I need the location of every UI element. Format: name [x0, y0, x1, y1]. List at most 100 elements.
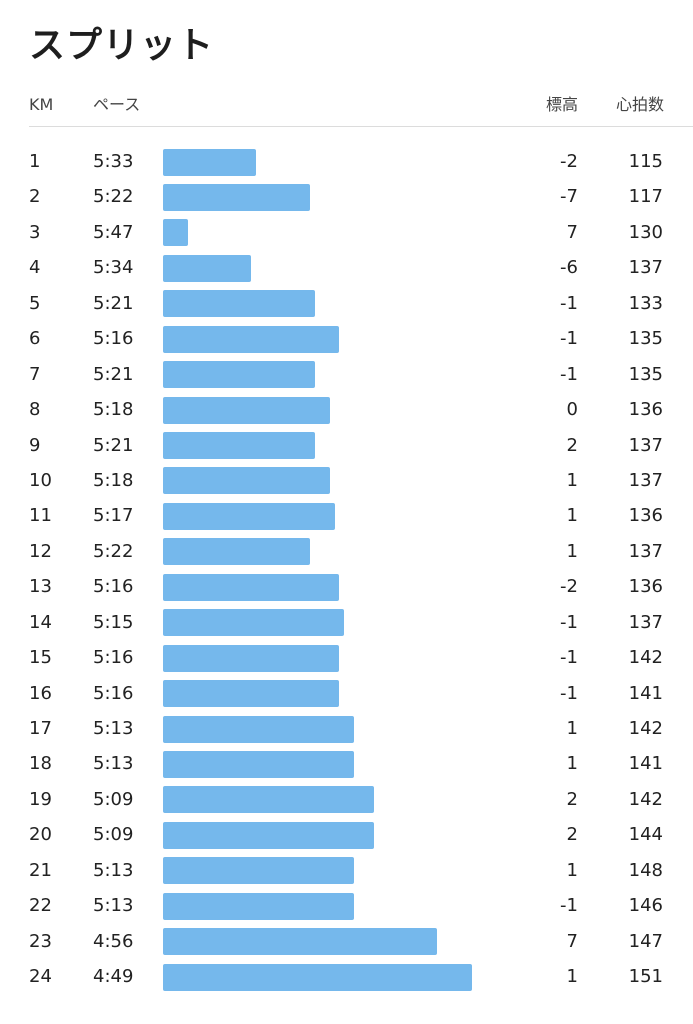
split-pace: 5:16 [93, 682, 134, 704]
split-km: 11 [29, 505, 52, 527]
table-row: 13 5:16 -2 136 [0, 569, 693, 604]
split-elevation: -1 [560, 647, 578, 669]
table-row: 12 5:22 1 137 [0, 534, 693, 569]
table-row: 21 5:13 1 148 [0, 853, 693, 888]
split-pace: 5:22 [93, 540, 134, 562]
pace-bar [163, 502, 335, 530]
split-heart-rate: 133 [628, 292, 663, 314]
table-row: 14 5:15 -1 137 [0, 605, 693, 640]
table-row: 2 5:22 -7 117 [0, 179, 693, 214]
pace-bar [163, 715, 355, 743]
split-pace: 5:21 [93, 363, 134, 385]
split-elevation: 1 [566, 505, 578, 527]
column-header-pace: ペース [93, 95, 141, 114]
split-heart-rate: 144 [628, 824, 663, 846]
table-row: 11 5:17 1 136 [0, 498, 693, 533]
split-elevation: 0 [566, 399, 578, 421]
split-heart-rate: 141 [628, 753, 663, 775]
pace-bar [163, 432, 315, 459]
split-elevation: 1 [566, 859, 578, 881]
split-pace: 4:56 [93, 930, 134, 952]
table-row: 7 5:21 -1 135 [0, 357, 693, 392]
column-header-elevation: 標高 [545, 95, 578, 114]
table-row: 15 5:16 -1 142 [0, 640, 693, 675]
splits-table-body: 1 5:33 -2 115 2 5:22 -7 117 3 5:47 7 130 4 5:34 -6 137 5… [0, 144, 693, 995]
split-heart-rate: 115 [628, 151, 663, 172]
split-elevation: 7 [566, 930, 578, 952]
pace-bar [163, 609, 345, 637]
split-km: 2 [29, 186, 41, 208]
table-row: 18 5:13 1 141 [0, 746, 693, 781]
split-heart-rate: 146 [628, 895, 663, 917]
pace-bar [163, 538, 310, 566]
pace-bar [163, 928, 438, 956]
split-heart-rate: 147 [628, 930, 663, 952]
split-pace: 5:09 [93, 824, 134, 846]
split-heart-rate: 130 [628, 221, 663, 243]
split-km: 18 [29, 753, 52, 775]
header-divider [29, 126, 693, 127]
split-heart-rate: 136 [628, 505, 663, 527]
split-km: 8 [29, 399, 41, 421]
table-row: 22 5:13 -1 146 [0, 888, 693, 923]
split-elevation: -1 [560, 292, 578, 314]
pace-bar [163, 396, 330, 424]
split-pace: 5:13 [93, 718, 134, 739]
split-heart-rate: 137 [628, 611, 663, 633]
split-heart-rate: 151 [628, 966, 663, 988]
pace-bar [163, 644, 340, 672]
table-row: 24 4:49 1 151 [0, 959, 693, 994]
split-heart-rate: 142 [628, 647, 663, 669]
split-pace: 5:09 [93, 788, 134, 810]
split-elevation: 7 [566, 221, 578, 243]
split-km: 6 [29, 328, 41, 350]
split-elevation: 1 [566, 469, 578, 491]
split-pace: 5:33 [93, 151, 134, 172]
column-header-km: KM [29, 95, 54, 114]
pace-bar [163, 290, 315, 318]
pace-bar [163, 183, 310, 211]
split-km: 9 [29, 434, 41, 456]
split-km: 17 [29, 718, 52, 739]
split-km: 13 [29, 576, 52, 598]
table-row: 1 5:33 -2 115 [0, 144, 693, 179]
split-pace: 5:18 [93, 399, 134, 421]
split-km: 14 [29, 611, 52, 633]
pace-bar [163, 361, 315, 389]
split-km: 7 [29, 363, 41, 385]
split-km: 15 [29, 647, 52, 669]
split-pace: 4:49 [93, 966, 134, 988]
split-elevation: 1 [566, 753, 578, 775]
table-row: 3 5:47 7 130 [0, 215, 693, 250]
split-heart-rate: 137 [628, 540, 663, 562]
split-km: 10 [29, 469, 52, 491]
split-heart-rate: 137 [628, 434, 663, 456]
column-header-heart-rate: 心拍数 [615, 95, 664, 114]
table-row: 6 5:16 -1 135 [0, 321, 693, 356]
table-row: 10 5:18 1 137 [0, 463, 693, 498]
split-heart-rate: 135 [628, 328, 663, 350]
pace-bar [163, 254, 252, 282]
split-elevation: 2 [566, 824, 578, 846]
table-row: 17 5:13 1 142 [0, 711, 693, 746]
split-elevation: -6 [560, 257, 578, 279]
split-heart-rate: 142 [628, 718, 663, 739]
split-pace: 5:16 [93, 328, 134, 350]
split-km: 16 [29, 682, 52, 704]
split-elevation: -1 [560, 895, 578, 917]
split-elevation: 1 [566, 718, 578, 739]
split-heart-rate: 136 [628, 399, 663, 421]
pace-bar [163, 963, 472, 991]
split-elevation: -1 [560, 611, 578, 633]
split-km: 4 [29, 257, 41, 279]
split-elevation: 2 [566, 434, 578, 456]
pace-bar [163, 857, 355, 885]
split-elevation: -7 [560, 186, 578, 208]
split-elevation: -1 [560, 682, 578, 704]
splits-table-header: KM ペース 標高 心拍数 [0, 92, 693, 118]
split-km: 21 [29, 859, 52, 881]
table-row: 9 5:21 2 137 [0, 428, 693, 463]
pace-bar [163, 680, 340, 708]
split-elevation: 1 [566, 966, 578, 988]
pace-bar [163, 219, 188, 247]
